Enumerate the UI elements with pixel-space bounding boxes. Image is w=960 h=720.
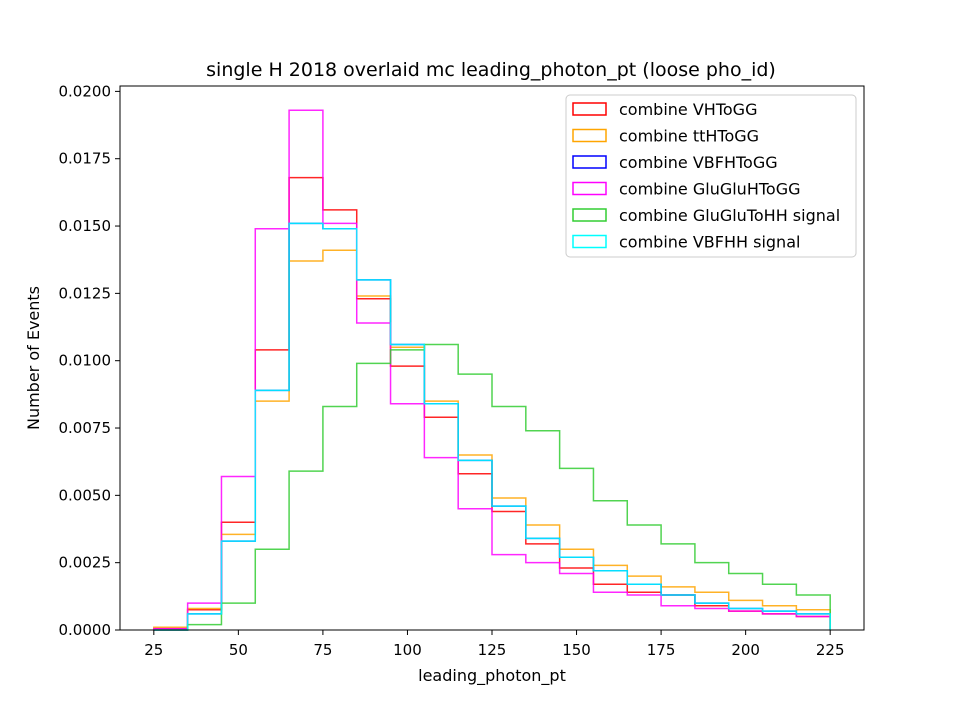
- x-tick-label: 100: [393, 641, 422, 659]
- x-axis: 25 50 75 100 125 150 175 200 225: [144, 630, 845, 659]
- legend-item-combine-tthtogg: combine ttHToGG: [572, 127, 759, 146]
- x-tick-label: 50: [229, 641, 248, 659]
- legend-box: [565, 94, 857, 258]
- x-tick-label: 175: [647, 641, 676, 659]
- y-tick-label: 0.0150: [59, 217, 112, 235]
- legend-label: combine GluGluToHH signal: [619, 206, 840, 225]
- x-tick-label: 225: [816, 641, 845, 659]
- y-tick-label: 0.0100: [59, 352, 112, 370]
- x-tick-label: 125: [478, 641, 507, 659]
- chart-title: single H 2018 overlaid mc leading_photon…: [206, 59, 776, 81]
- legend-label: combine VBFHToGG: [619, 153, 778, 172]
- legend-item-combine-glugluhtogg: combine GluGluHToGG: [572, 180, 800, 199]
- legend-swatch: [572, 234, 607, 249]
- y-tick-label: 0.0125: [59, 284, 112, 302]
- series-combine-gluglutohh-signal: [153, 343, 831, 631]
- legend-label: combine VHToGG: [619, 100, 757, 119]
- y-tick-label: 0.0000: [59, 621, 112, 639]
- x-tick-label: 25: [144, 641, 163, 659]
- y-tick-label: 0.0175: [59, 150, 112, 168]
- legend-label: combine ttHToGG: [619, 127, 759, 146]
- series-step-line: [153, 222, 831, 631]
- legend-label: combine GluGluHToGG: [619, 180, 800, 199]
- series-layer: [153, 109, 831, 631]
- y-tick-label: 0.0200: [59, 82, 112, 100]
- legend-item-combine-vhtogg: combine VHToGG: [572, 100, 757, 119]
- legend-item-combine-gluglutohh-signal: combine GluGluToHH signal: [572, 206, 840, 225]
- legend-swatch: [572, 181, 607, 196]
- y-axis: 0.0000 0.0025 0.0050 0.0075 0.0100 0.0125 0.01…: [59, 82, 120, 639]
- y-axis-label: Number of Events: [24, 286, 43, 430]
- x-tick-label: 200: [731, 641, 760, 659]
- y-tick-label: 0.0075: [59, 419, 112, 437]
- y-tick-label: 0.0025: [59, 554, 112, 572]
- legend-swatch: [572, 102, 607, 116]
- legend-swatch: [572, 208, 607, 222]
- series-combine-vbfhh-signal: [153, 222, 831, 631]
- x-tick-label: 75: [313, 641, 332, 659]
- legend-item-combine-vbfhtogg: combine VBFHToGG: [572, 153, 778, 172]
- x-tick-label: 150: [562, 641, 591, 659]
- x-axis-label: leading_photon_pt: [418, 666, 566, 686]
- legend-swatch: [572, 128, 607, 143]
- y-tick-label: 0.0050: [59, 486, 112, 504]
- legend-swatch: [572, 155, 607, 169]
- legend-label: combine VBFHH signal: [619, 233, 800, 252]
- series-step-line: [153, 343, 831, 631]
- legend: combine VHToGG combine ttHToGG combine VBF…: [565, 94, 857, 258]
- legend-item-combine-vbfhh-signal: combine VBFHH signal: [572, 233, 800, 252]
